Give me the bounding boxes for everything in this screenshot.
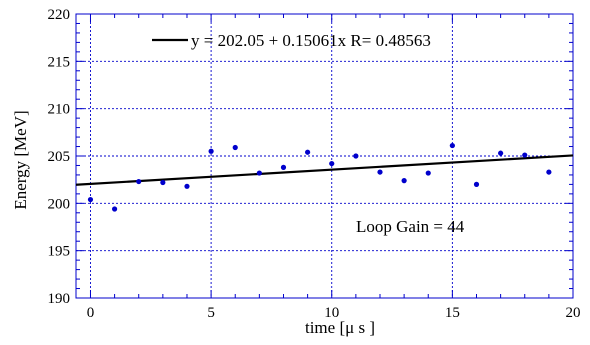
x-axis-label: time [μ s ] bbox=[305, 318, 375, 337]
data-point bbox=[473, 181, 480, 187]
x-tick-labels: 0 5 10 15 20 bbox=[87, 305, 581, 321]
y-tick-label: 200 bbox=[48, 196, 71, 212]
data-point bbox=[353, 153, 359, 159]
y-tick-label: 215 bbox=[48, 54, 71, 70]
legend-fit-equation: y = 202.05 + 0.15061x R= 0.48563 bbox=[191, 31, 431, 50]
fit-line bbox=[75, 154, 574, 186]
data-point bbox=[449, 142, 455, 149]
data-point bbox=[546, 169, 552, 175]
data-point bbox=[377, 169, 383, 175]
y-tick-label: 205 bbox=[48, 149, 71, 165]
loop-gain-annotation: Loop Gain = 44 bbox=[356, 217, 465, 236]
data-points bbox=[87, 142, 552, 212]
data-point bbox=[329, 160, 335, 167]
data-point bbox=[401, 178, 407, 184]
data-point bbox=[208, 148, 214, 154]
data-point bbox=[136, 178, 142, 185]
data-point bbox=[522, 152, 528, 158]
x-tick-label: 20 bbox=[566, 305, 581, 321]
data-point bbox=[498, 150, 504, 156]
y-tick-label: 195 bbox=[48, 244, 71, 260]
x-tick-label: 5 bbox=[207, 305, 215, 321]
data-point bbox=[256, 170, 262, 176]
data-point bbox=[280, 164, 287, 170]
y-tick-label: 220 bbox=[48, 7, 71, 23]
y-tick-label: 210 bbox=[48, 102, 71, 118]
y-axis-label: Energy [MeV] bbox=[11, 110, 30, 209]
x-tick-label: 10 bbox=[324, 305, 339, 321]
data-point bbox=[184, 183, 190, 189]
data-point bbox=[232, 144, 238, 151]
x-tick-label: 0 bbox=[87, 305, 95, 321]
data-point bbox=[160, 179, 166, 186]
data-point bbox=[305, 149, 311, 155]
data-point bbox=[112, 206, 118, 212]
y-tick-labels: 190 195 200 205 210 215 220 bbox=[48, 7, 71, 307]
x-tick-label: 15 bbox=[445, 305, 460, 321]
y-tick-label: 190 bbox=[48, 291, 71, 307]
data-point bbox=[87, 196, 94, 203]
grid-lines bbox=[76, 14, 573, 298]
data-point bbox=[425, 170, 431, 176]
